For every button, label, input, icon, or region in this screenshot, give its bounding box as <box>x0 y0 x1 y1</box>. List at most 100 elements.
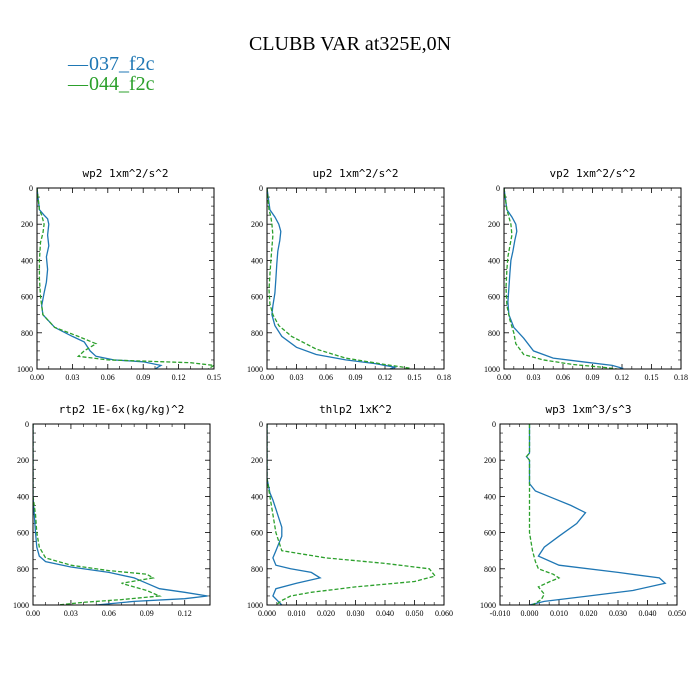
y-tick-label: 600 <box>17 529 29 538</box>
x-tick-label: 0.06 <box>101 373 115 382</box>
legend: — 037_f2c — 044_f2c <box>67 53 155 95</box>
x-tick-label: 0.15 <box>207 373 221 382</box>
y-tick-label: 1000 <box>247 365 263 374</box>
y-tick-label: 200 <box>251 220 263 229</box>
x-tick-label: 0.09 <box>349 373 363 382</box>
x-tick-label: 0.03 <box>290 373 304 382</box>
y-tick-label: 400 <box>17 492 29 501</box>
y-tick-label: 0 <box>496 184 500 193</box>
x-tick-label: 0.03 <box>64 609 78 618</box>
y-tick-label: 0 <box>259 184 263 193</box>
series-line-044_f2c <box>267 424 437 605</box>
panel-title: thlp2 1xK^2 <box>319 403 392 416</box>
series-line-037_f2c <box>504 188 624 369</box>
panel-frame <box>499 423 678 606</box>
panel-frame <box>266 423 445 606</box>
x-tick-label: 0.12 <box>615 373 629 382</box>
x-tick-label: 0.010 <box>550 609 568 618</box>
panel-title: vp2 1xm^2/s^2 <box>549 167 635 180</box>
panel-title: rtp2 1E-6x(kg/kg)^2 <box>59 403 185 416</box>
x-tick-label: 0.00 <box>26 609 40 618</box>
y-tick-label: 400 <box>251 492 263 501</box>
x-tick-label: 0.12 <box>378 373 392 382</box>
series-line-044_f2c <box>504 188 618 369</box>
x-tick-label: 0.030 <box>347 609 365 618</box>
x-tick-label: 0.020 <box>580 609 598 618</box>
y-tick-label: 600 <box>484 529 496 538</box>
y-tick-label: 400 <box>488 256 500 265</box>
x-tick-label: 0.060 <box>435 609 453 618</box>
x-tick-label: 0.000 <box>521 609 539 618</box>
x-tick-label: 0.09 <box>586 373 600 382</box>
series-line-037_f2c <box>267 424 322 605</box>
series-line-044_f2c <box>37 188 214 369</box>
series-line-037_f2c <box>37 188 163 369</box>
panel-title: wp2 1xm^2/s^2 <box>82 167 168 180</box>
y-tick-label: 600 <box>251 529 263 538</box>
y-tick-label: 1000 <box>247 601 263 610</box>
x-tick-label: 0.040 <box>639 609 657 618</box>
panel-frame <box>32 423 211 606</box>
figure-title: CLUBB VAR at325E,0N <box>249 33 451 55</box>
y-tick-label: 800 <box>21 329 33 338</box>
y-tick-label: 200 <box>484 456 496 465</box>
y-tick-label: 200 <box>17 456 29 465</box>
y-tick-label: 600 <box>488 293 500 302</box>
x-tick-label: 0.020 <box>317 609 335 618</box>
y-tick-label: 0 <box>492 420 496 429</box>
panel-5: wp3 1xm^3/s^3 0 200 400 600 800 1000-0.010 0.00… <box>480 403 686 618</box>
x-tick-label: 0.06 <box>319 373 333 382</box>
x-tick-label: 0.18 <box>674 373 688 382</box>
y-tick-label: 600 <box>251 293 263 302</box>
y-tick-label: 200 <box>251 456 263 465</box>
y-tick-label: 400 <box>484 492 496 501</box>
x-tick-label: 0.12 <box>172 373 186 382</box>
legend-label-037: 037_f2c <box>89 53 155 75</box>
x-tick-label: 0.06 <box>556 373 570 382</box>
x-tick-label: 0.03 <box>65 373 79 382</box>
x-tick-label: 0.00 <box>260 373 274 382</box>
x-tick-label: 0.09 <box>140 609 154 618</box>
y-tick-label: 0 <box>29 184 33 193</box>
panel-frame <box>36 187 215 370</box>
panel-frame <box>503 187 682 370</box>
x-tick-label: 0.010 <box>288 609 306 618</box>
x-tick-label: 0.15 <box>408 373 422 382</box>
x-tick-label: 0.09 <box>136 373 150 382</box>
x-tick-label: 0.03 <box>527 373 541 382</box>
y-tick-label: 800 <box>251 565 263 574</box>
y-tick-label: 1000 <box>480 601 496 610</box>
series-line-037_f2c <box>525 424 667 605</box>
x-tick-label: 0.15 <box>645 373 659 382</box>
x-tick-label: 0.00 <box>497 373 511 382</box>
y-tick-label: 0 <box>259 420 263 429</box>
x-tick-label: 0.12 <box>178 609 192 618</box>
x-tick-label: 0.030 <box>609 609 627 618</box>
series-line-044_f2c <box>267 188 410 369</box>
y-tick-label: 200 <box>488 220 500 229</box>
y-tick-label: 600 <box>21 293 33 302</box>
x-tick-label: 0.040 <box>376 609 394 618</box>
x-tick-label: 0.00 <box>30 373 44 382</box>
legend-label-044: 044_f2c <box>89 73 155 95</box>
y-tick-label: 800 <box>484 565 496 574</box>
series-line-044_f2c <box>525 424 561 605</box>
y-tick-label: 800 <box>251 329 263 338</box>
panel-frame <box>266 187 445 370</box>
y-tick-label: 1000 <box>17 365 33 374</box>
x-tick-label: 0.050 <box>406 609 424 618</box>
legend-dash-icon: — <box>67 73 89 95</box>
y-tick-label: 400 <box>251 256 263 265</box>
panel-title: up2 1xm^2/s^2 <box>312 167 398 180</box>
x-tick-label: 0.18 <box>437 373 451 382</box>
x-tick-label: 0.050 <box>668 609 686 618</box>
y-tick-label: 800 <box>17 565 29 574</box>
panel-3: rtp2 1E-6x(kg/kg)^2 0 200 400 600 800 10000.00… <box>13 403 211 618</box>
y-tick-label: 400 <box>21 256 33 265</box>
